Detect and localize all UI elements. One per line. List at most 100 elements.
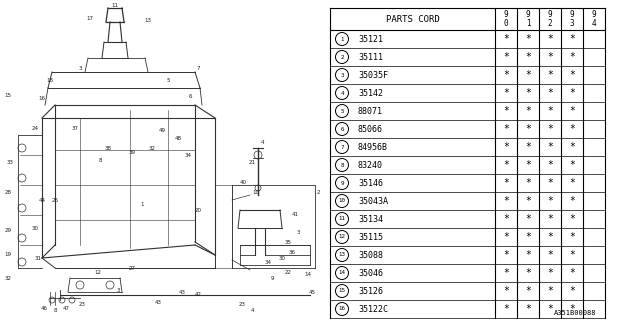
Text: *: *	[569, 106, 575, 116]
Text: *: *	[525, 286, 531, 296]
Text: 35134: 35134	[358, 214, 383, 223]
Text: *: *	[525, 142, 531, 152]
Text: 8: 8	[53, 308, 57, 313]
Text: *: *	[525, 52, 531, 62]
Text: 23: 23	[79, 301, 86, 307]
Text: 22: 22	[285, 269, 291, 275]
Text: 9
1: 9 1	[525, 10, 531, 28]
Text: *: *	[503, 196, 509, 206]
Text: 39: 39	[129, 149, 136, 155]
Text: 16: 16	[339, 307, 346, 311]
Text: 15: 15	[4, 92, 12, 98]
Text: 7: 7	[340, 145, 344, 149]
Text: *: *	[569, 178, 575, 188]
Text: *: *	[525, 214, 531, 224]
Text: *: *	[525, 106, 531, 116]
Text: *: *	[503, 286, 509, 296]
Text: 5: 5	[166, 77, 170, 83]
Text: 88071: 88071	[358, 107, 383, 116]
Text: *: *	[569, 304, 575, 314]
Text: 49: 49	[159, 127, 166, 132]
Text: *: *	[525, 34, 531, 44]
Text: *: *	[569, 88, 575, 98]
Text: *: *	[503, 142, 509, 152]
Text: *: *	[503, 106, 509, 116]
Text: 3: 3	[78, 66, 82, 70]
Text: 14: 14	[339, 270, 346, 276]
Text: 35043A: 35043A	[358, 196, 388, 205]
Text: 41: 41	[291, 212, 298, 218]
Text: 4: 4	[340, 91, 344, 95]
Text: 30: 30	[278, 255, 285, 260]
Text: 8: 8	[99, 157, 102, 163]
Text: *: *	[547, 214, 553, 224]
Text: *: *	[503, 178, 509, 188]
Text: 26: 26	[51, 197, 58, 203]
Text: 3: 3	[116, 287, 120, 292]
Text: *: *	[547, 34, 553, 44]
Text: *: *	[503, 124, 509, 134]
Text: 14: 14	[305, 273, 312, 277]
Text: 35146: 35146	[358, 179, 383, 188]
Text: *: *	[547, 250, 553, 260]
Text: 42: 42	[195, 292, 202, 298]
Text: 35046: 35046	[358, 268, 383, 277]
Text: 7: 7	[196, 66, 200, 70]
Text: *: *	[547, 232, 553, 242]
Text: 15: 15	[339, 289, 346, 293]
Text: 6: 6	[188, 93, 192, 99]
Text: 19: 19	[4, 252, 12, 258]
Text: 45: 45	[308, 290, 316, 294]
Text: *: *	[525, 304, 531, 314]
Text: *: *	[547, 178, 553, 188]
Text: *: *	[525, 250, 531, 260]
Text: *: *	[503, 268, 509, 278]
Text: 34: 34	[184, 153, 191, 157]
Text: 17: 17	[86, 15, 93, 20]
Text: 9
0: 9 0	[504, 10, 508, 28]
Text: 31: 31	[35, 255, 42, 260]
Text: 35115: 35115	[358, 233, 383, 242]
Text: 43: 43	[179, 290, 186, 294]
Text: *: *	[503, 34, 509, 44]
Text: *: *	[569, 196, 575, 206]
Text: *: *	[525, 124, 531, 134]
Text: 18: 18	[47, 77, 54, 83]
Text: 9
2: 9 2	[548, 10, 552, 28]
Text: 47: 47	[63, 306, 70, 310]
Text: *: *	[547, 160, 553, 170]
Text: *: *	[547, 304, 553, 314]
Text: 84956B: 84956B	[358, 142, 388, 151]
Text: *: *	[569, 268, 575, 278]
Text: 40: 40	[239, 180, 246, 185]
Text: *: *	[569, 286, 575, 296]
Text: 48: 48	[175, 135, 182, 140]
Text: *: *	[547, 142, 553, 152]
Text: 29: 29	[4, 228, 12, 233]
Text: *: *	[503, 52, 509, 62]
Text: 9: 9	[270, 276, 274, 281]
Text: 4: 4	[260, 140, 264, 145]
Text: 13: 13	[339, 252, 346, 258]
Text: 3: 3	[296, 229, 300, 235]
Text: 6: 6	[340, 126, 344, 132]
Text: *: *	[569, 250, 575, 260]
Text: 35142: 35142	[358, 89, 383, 98]
Text: 27: 27	[129, 266, 136, 270]
Text: *: *	[547, 268, 553, 278]
Text: *: *	[503, 250, 509, 260]
Text: 32: 32	[148, 146, 156, 150]
Text: *: *	[503, 232, 509, 242]
Text: *: *	[547, 70, 553, 80]
Text: 8: 8	[340, 163, 344, 167]
Text: 35121: 35121	[358, 35, 383, 44]
Text: 16: 16	[38, 95, 45, 100]
Text: 83240: 83240	[358, 161, 383, 170]
Text: 13: 13	[145, 18, 152, 22]
Text: *: *	[503, 304, 509, 314]
Text: 33: 33	[6, 159, 13, 164]
Text: *: *	[525, 196, 531, 206]
Text: 37: 37	[72, 125, 79, 131]
Text: *: *	[547, 52, 553, 62]
Text: 35111: 35111	[358, 52, 383, 61]
